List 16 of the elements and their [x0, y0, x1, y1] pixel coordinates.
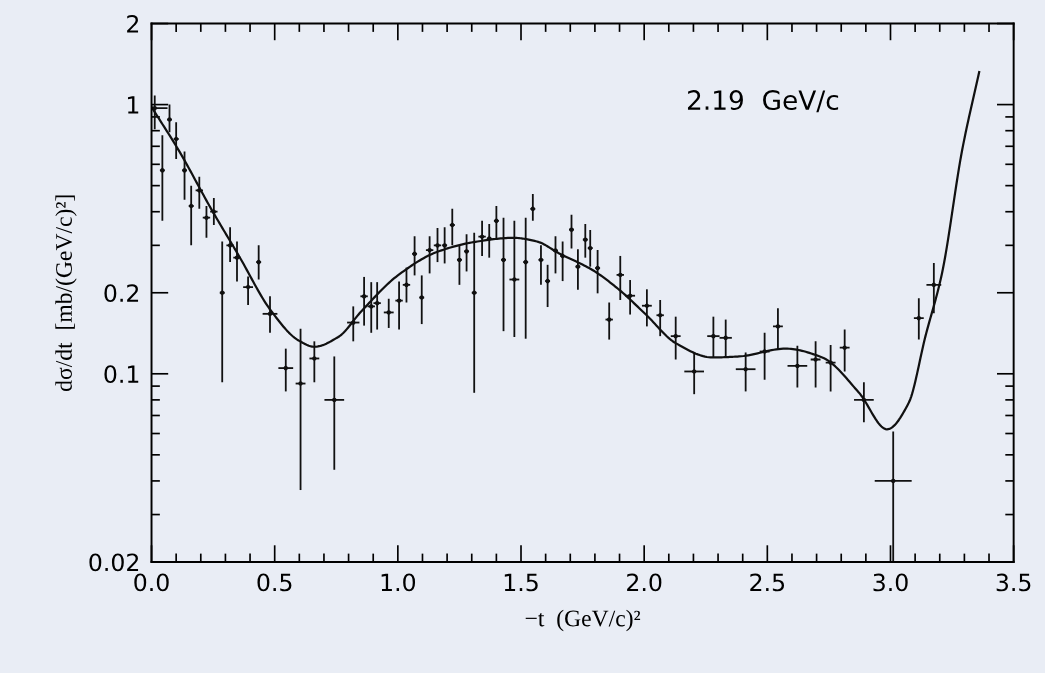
- x-tick-label: 2.5: [750, 573, 785, 592]
- x-tick-label: 1.5: [504, 573, 538, 592]
- y-axis-title: dσ/dt [mb/(GeV/c)²]: [55, 195, 77, 391]
- y-tick-label: 0.02: [89, 553, 139, 572]
- annotation: 2.19 GeV/c: [687, 90, 839, 113]
- y-tick-label: 0.2: [104, 284, 139, 303]
- x-tick-label: 3.5: [996, 573, 1031, 592]
- y-tick-label: 0.1: [104, 365, 139, 384]
- x-tick-label: 3.0: [873, 573, 908, 592]
- x-tick-label: 0.0: [134, 573, 169, 592]
- x-tick-label: 0.5: [257, 573, 292, 592]
- x-tick-label: 1.0: [381, 573, 416, 592]
- y-tick-label: 1: [127, 96, 139, 114]
- x-tick-label: 2.0: [627, 573, 662, 592]
- y-tick-label: 2: [127, 15, 139, 33]
- x-axis-title: −t (GeV/c)²: [525, 609, 641, 632]
